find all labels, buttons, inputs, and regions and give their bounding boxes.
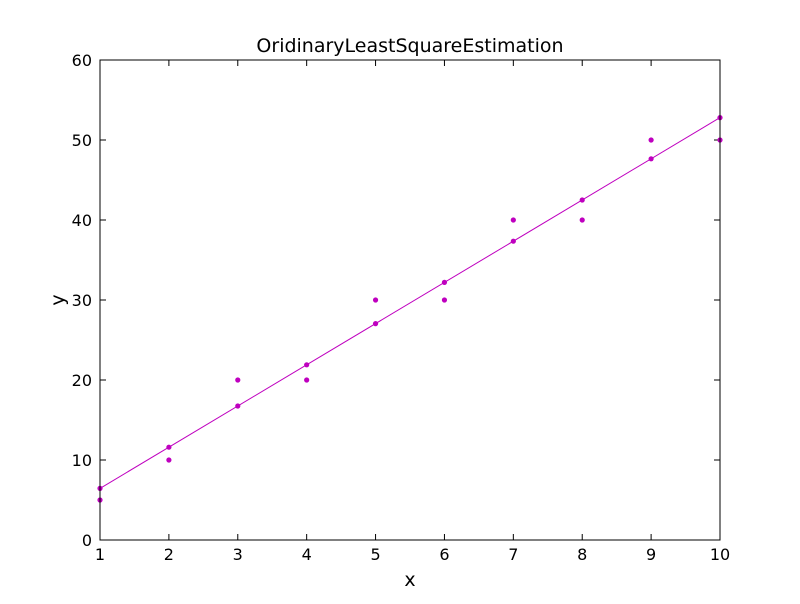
data-point	[648, 137, 654, 143]
regression-line	[99, 117, 721, 489]
data-point	[166, 457, 172, 463]
y-tick-label: 50	[72, 131, 92, 150]
fitted-point	[166, 444, 172, 450]
x-tick-label: 3	[233, 545, 243, 564]
y-tick-label: 0	[82, 531, 92, 550]
chart-title: OridinaryLeastSquareEstimation	[256, 35, 563, 57]
x-tick-label: 6	[439, 545, 449, 564]
x-tick-label: 5	[370, 545, 380, 564]
x-axis-label: x	[404, 569, 415, 591]
x-tick-label: 7	[508, 545, 518, 564]
data-point	[304, 377, 310, 383]
y-tick-label: 40	[72, 211, 92, 230]
fitted-point	[441, 279, 448, 285]
fitted-point	[235, 403, 241, 409]
y-axis-label: y	[47, 294, 69, 305]
x-tick-label: 10	[710, 545, 730, 564]
series-layer	[97, 115, 723, 503]
y-tick-label: 10	[72, 451, 92, 470]
y-tick-label: 60	[72, 51, 92, 70]
data-point	[235, 377, 241, 383]
fitted-point	[648, 156, 654, 162]
data-point	[372, 297, 379, 303]
data-point	[510, 217, 516, 223]
y-tick-label: 30	[72, 291, 92, 310]
data-point	[441, 297, 448, 303]
fitted-point	[304, 362, 310, 368]
y-tick-label: 20	[72, 371, 92, 390]
x-tick-label: 2	[164, 545, 174, 564]
fitted-point	[372, 321, 379, 327]
x-tick-label: 4	[302, 545, 312, 564]
x-tick-label: 8	[577, 545, 587, 564]
x-tick-label: 9	[646, 545, 656, 564]
x-tick-label: 1	[95, 545, 105, 564]
fitted-point	[579, 197, 585, 203]
plot-area-frame	[99, 59, 721, 541]
fitted-point	[510, 238, 516, 244]
data-point	[579, 217, 585, 223]
